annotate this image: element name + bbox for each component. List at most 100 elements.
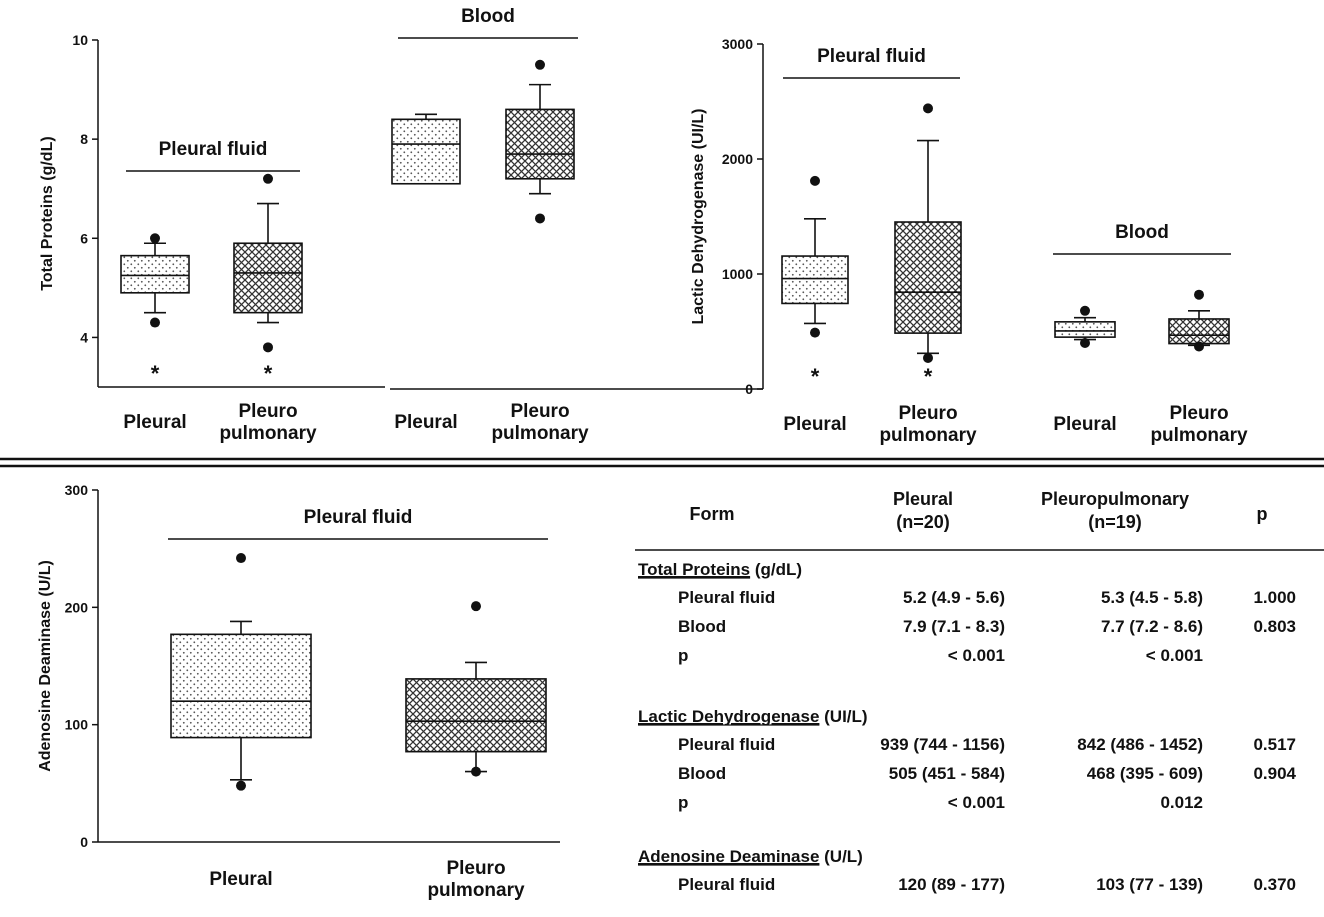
y-tick-label: 6 [80, 230, 88, 246]
box [171, 634, 311, 737]
category-label: Pleuro pulmonary [491, 401, 589, 444]
outlier-point [810, 176, 820, 186]
table-cell-p-value: 0.803 [1253, 617, 1296, 636]
table-column-header: Pleural (n=20) [893, 489, 953, 532]
outlier-point [1080, 306, 1090, 316]
box [1055, 322, 1115, 337]
table-cell-pleuropulmonary: 468 (395 - 609) [1087, 764, 1203, 783]
y-tick-label: 10 [72, 32, 88, 48]
significance-marker: * [151, 361, 160, 386]
y-tick-label: 4 [80, 329, 88, 345]
table-cell-pleural: 505 (451 - 584) [889, 764, 1005, 783]
group-label: Blood [461, 6, 515, 27]
y-axis-label: Lactic Dehydrogenase (UI/L) [690, 108, 707, 324]
table-row-label: Pleural fluid [678, 588, 775, 607]
section-title-unit: (g/dL) [750, 560, 802, 579]
category-label: Pleural [394, 412, 457, 433]
chart-total-proteins: 4 6 8 10 Total Proteins (g/dL) Pleural fluid *… [39, 6, 589, 444]
box [895, 222, 961, 333]
outlier-point [923, 353, 933, 363]
category-label: Pleural [1053, 414, 1116, 435]
chart-adenosine-deaminase: 0 100 200 300 Adenosine Deaminase (U/L) Pleur… [37, 482, 560, 901]
category-label: Pleural [209, 869, 272, 890]
table-cell-pleural: 120 (89 - 177) [898, 875, 1005, 894]
table-cell-p-value: 1.000 [1253, 588, 1296, 607]
outlier-point [471, 601, 481, 611]
outlier-point [150, 233, 160, 243]
table-cell-pleuropulmonary: 0.012 [1160, 793, 1203, 812]
outlier-point [923, 103, 933, 113]
outlier-point [535, 60, 545, 70]
category-label: Pleuro pulmonary [879, 403, 977, 446]
table-cell-p-value: 0.904 [1253, 764, 1296, 783]
category-label: Pleuro pulmonary [219, 401, 317, 444]
box [1169, 319, 1229, 344]
y-axis-label: Adenosine Deaminase (U/L) [37, 560, 54, 772]
table-section-title: Total Proteins (g/dL) [638, 560, 802, 579]
table-cell-pleural: < 0.001 [948, 646, 1005, 665]
table-cell-pleuropulmonary: 103 (77 - 139) [1096, 875, 1203, 894]
box [506, 109, 574, 178]
table-cell-pleural: 939 (744 - 1156) [880, 735, 1005, 754]
y-tick-label: 2000 [722, 151, 753, 167]
table-cell-pleuropulmonary: 7.7 (7.2 - 8.6) [1101, 617, 1203, 636]
outlier-point [150, 318, 160, 328]
box [234, 243, 302, 312]
table-row-label: Blood [678, 617, 726, 636]
outlier-point [471, 767, 481, 777]
box [392, 119, 460, 183]
y-tick-label: 100 [65, 717, 89, 733]
table-row-label: Pleural fluid [678, 735, 775, 754]
section-separator [0, 459, 1324, 466]
table-column-header: p [1257, 504, 1268, 524]
section-title-name: Adenosine Deaminase [638, 847, 819, 866]
box [121, 256, 189, 293]
table-row-label: p [678, 793, 688, 812]
table-cell-pleural: 5.2 (4.9 - 5.6) [903, 588, 1005, 607]
y-tick-label: 8 [80, 131, 88, 147]
significance-marker: * [264, 361, 273, 386]
outlier-point [263, 342, 273, 352]
category-label: Pleural [123, 412, 186, 433]
outlier-point [236, 553, 246, 563]
section-title-name: Total Proteins [638, 560, 750, 579]
table-section-title: Adenosine Deaminase (U/L) [638, 847, 863, 866]
y-tick-label: 0 [745, 381, 753, 397]
box [782, 256, 848, 303]
outlier-point [1194, 290, 1204, 300]
table-row-label: p [678, 646, 688, 665]
y-tick-label: 300 [65, 482, 89, 498]
y-tick-label: 200 [65, 599, 89, 615]
table-cell-pleural: 7.9 (7.1 - 8.3) [903, 617, 1005, 636]
table-cell-pleuropulmonary: 842 (486 - 1452) [1077, 735, 1203, 754]
table-row-label: Pleural fluid [678, 875, 775, 894]
table-cell-p-value: 0.370 [1253, 875, 1296, 894]
category-label: Pleuro pulmonary [1150, 403, 1248, 446]
section-title-unit: (UI/L) [819, 707, 867, 726]
outlier-point [263, 174, 273, 184]
outlier-point [236, 781, 246, 791]
group-label: Pleural fluid [817, 46, 926, 67]
outlier-point [1194, 341, 1204, 351]
significance-marker: * [924, 364, 933, 389]
group-label: Pleural fluid [304, 507, 413, 528]
outlier-point [1080, 338, 1090, 348]
category-label: Pleural [783, 414, 846, 435]
table-section-title: Lactic Dehydrogenase (UI/L) [638, 707, 868, 726]
y-tick-label: 3000 [722, 36, 753, 52]
table-cell-pleuropulmonary: 5.3 (4.5 - 5.8) [1101, 588, 1203, 607]
chart-lactic-dehydrogenase: 0 1000 2000 3000 Lactic Dehydrogenase (UI/L)… [390, 36, 1248, 446]
group-label: Pleural fluid [159, 139, 268, 160]
y-tick-label: 0 [80, 834, 88, 850]
outlier-point [535, 213, 545, 223]
table-cell-pleural: < 0.001 [948, 793, 1005, 812]
table-cell-pleuropulmonary: < 0.001 [1146, 646, 1203, 665]
y-axis-label: Total Proteins (g/dL) [39, 136, 56, 290]
y-tick-label: 1000 [722, 266, 753, 282]
section-title-name: Lactic Dehydrogenase [638, 707, 819, 726]
significance-marker: * [811, 364, 820, 389]
category-label: Pleuro pulmonary [427, 858, 525, 901]
section-title-unit: (U/L) [819, 847, 862, 866]
table-cell-p-value: 0.517 [1253, 735, 1296, 754]
